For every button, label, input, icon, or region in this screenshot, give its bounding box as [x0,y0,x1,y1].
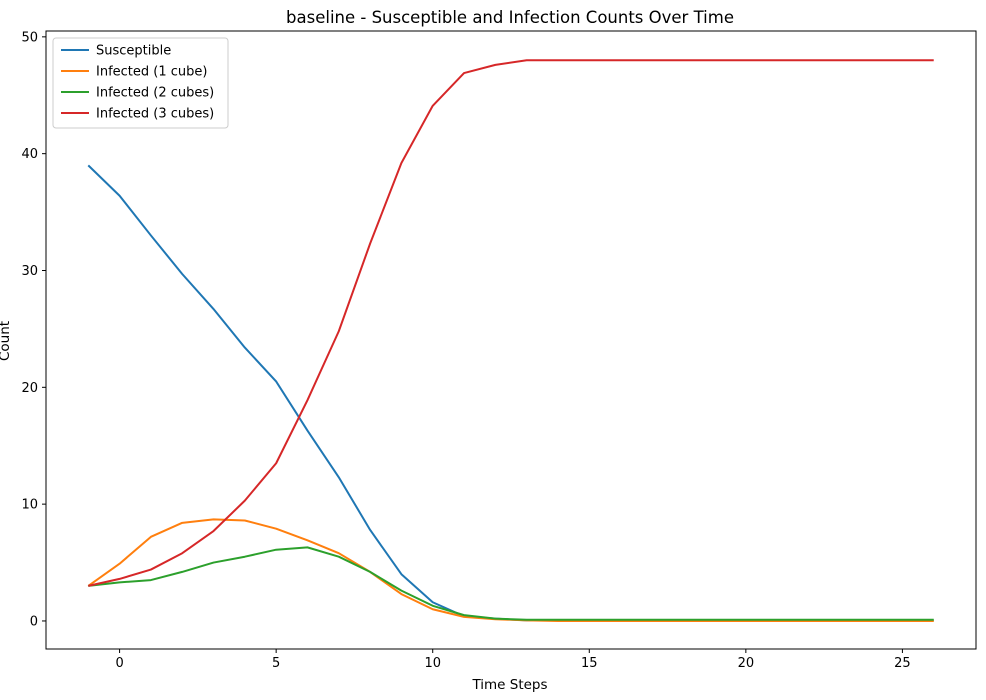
x-tick-label: 5 [272,656,280,671]
legend-label-0: Susceptible [96,44,171,59]
legend-label-2: Infected (2 cubes) [96,86,214,101]
y-tick-label: 10 [21,498,38,513]
legend-label-1: Infected (1 cube) [96,65,207,80]
chart-title: baseline - Susceptible and Infection Cou… [286,8,734,27]
series-line-3 [88,59,934,587]
legend-label-3: Infected (3 cubes) [96,107,214,122]
legend-box [52,37,229,129]
x-tick-label: 20 [738,656,755,671]
x-tick-label: 15 [581,656,598,671]
x-tick-label: 0 [115,656,123,671]
axis-ticks: 0 5 10 15 20 25 0 10 20 30 40 50 [21,30,910,671]
y-tick-label: 30 [21,264,38,279]
x-tick-label: 10 [424,656,441,671]
y-tick-label: 40 [21,147,38,162]
x-axis-label: Time Steps [471,677,547,693]
y-tick-label: 0 [30,614,38,629]
y-tick-label: 20 [21,381,38,396]
x-tick-label: 25 [894,656,911,671]
legend: Susceptible Infected (1 cube) Infected (2 … [52,37,229,129]
y-axis-label: Count [0,321,13,361]
plot-frame [45,30,977,650]
y-tick-label: 50 [21,30,38,45]
series-lines [87,59,934,622]
series-line-2 [88,546,934,621]
